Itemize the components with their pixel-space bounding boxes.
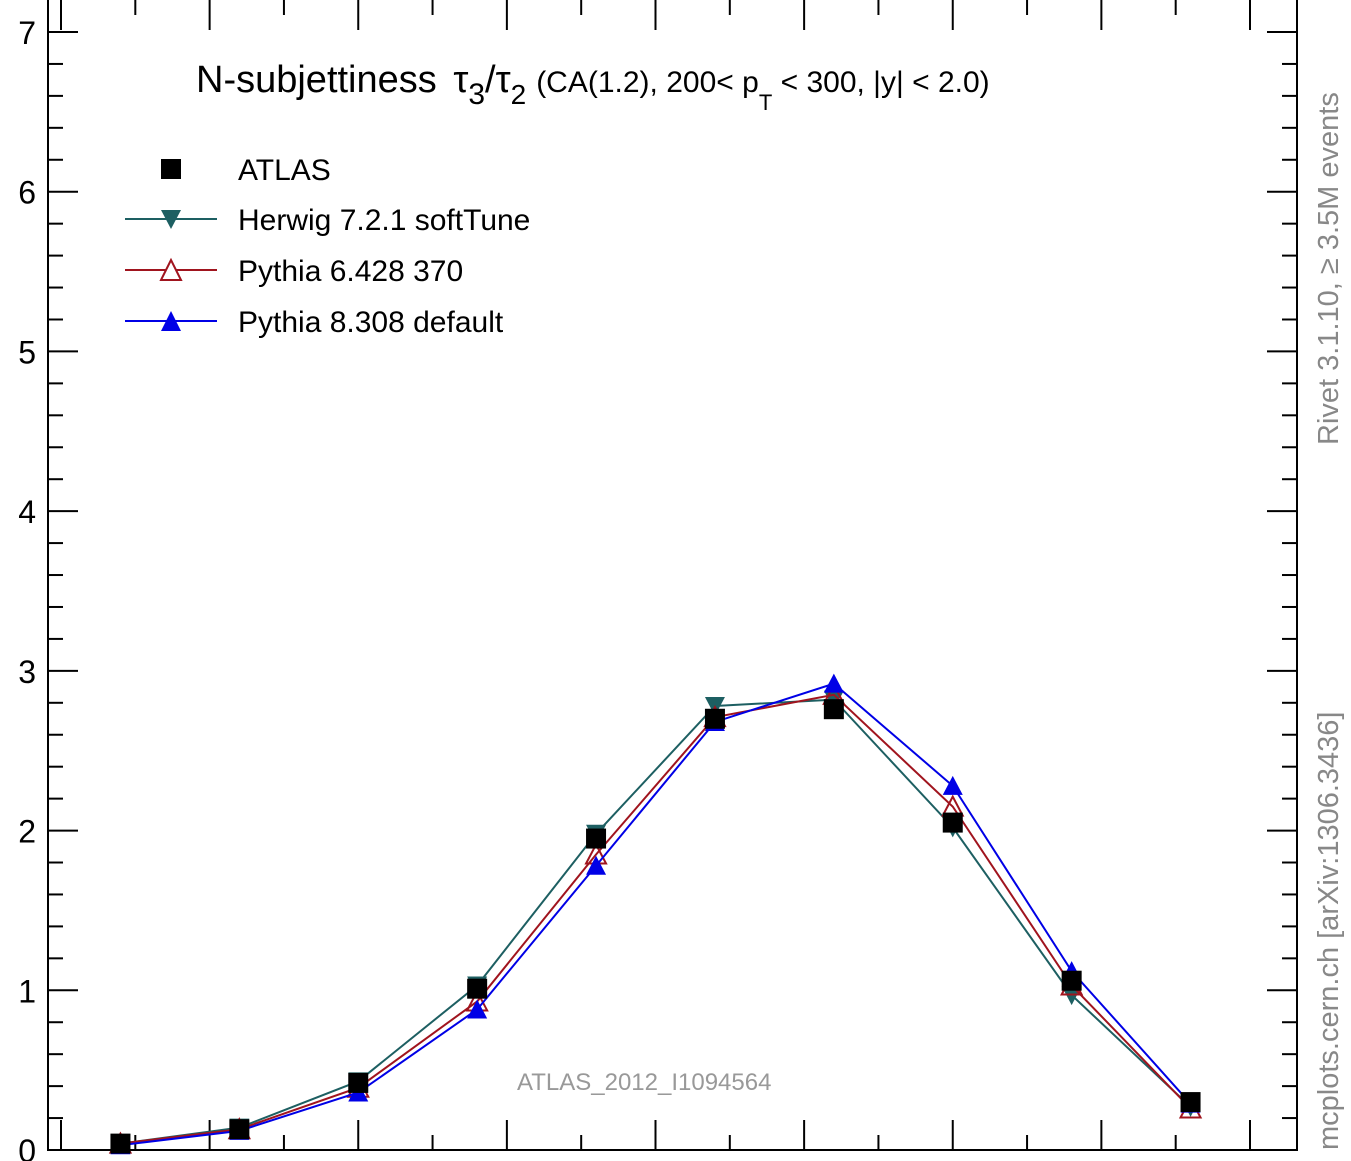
legend-label-pythia8: Pythia 8.308 default — [238, 306, 504, 339]
legend-label-atlas: ATLAS — [238, 154, 331, 187]
data-point — [229, 1119, 250, 1140]
data-point — [1061, 970, 1082, 991]
title-tau-b: τ — [496, 59, 511, 101]
data-point — [467, 999, 488, 1019]
title-sub-T: T — [759, 90, 772, 115]
data-point — [942, 812, 963, 833]
title-main: N-subjettiness — [196, 59, 437, 101]
title-slash: / — [485, 59, 496, 101]
plot-frame — [47, 0, 1298, 1151]
y-tick-label: 3 — [18, 654, 36, 690]
series-0 — [110, 699, 1201, 1154]
y-tick-label: 1 — [18, 973, 36, 1009]
legend-marker-herwig — [161, 210, 181, 229]
y-tick-label: 2 — [18, 814, 36, 850]
series-line — [120, 693, 1192, 1145]
series-line — [120, 698, 1192, 1145]
axes — [47, 0, 1298, 1151]
y-tick-label: 5 — [18, 334, 36, 370]
y-tick-label: 4 — [18, 494, 36, 530]
analysis-watermark: ATLAS_2012_I1094564 — [517, 1069, 771, 1096]
legend-marker-atlas — [161, 159, 181, 179]
y-tick-label: 0 — [18, 1133, 36, 1161]
y-tick-labels: 0 1 2 3 4 5 6 7 — [18, 15, 36, 1161]
title-sub-b: 2 — [511, 79, 527, 110]
data-point — [110, 1133, 131, 1154]
side-label-mcplots: mcplots.cern.ch [arXiv:1306.3436] — [1313, 712, 1345, 1150]
title-rest-1: (CA(1.2), 200< p — [536, 66, 759, 99]
y-tick-label: 7 — [18, 15, 36, 51]
side-label-rivet: Rivet 3.1.10, ≥ 3.5M events — [1313, 92, 1345, 445]
chart-title: N-subjettiness τ3/τ2 (CA(1.2), 200< pT < … — [196, 59, 990, 115]
legend-label-herwig: Herwig 7.2.1 softTune — [238, 204, 530, 237]
y-tick-label: 6 — [18, 175, 36, 211]
data-point — [942, 775, 963, 795]
data-point — [467, 978, 488, 999]
data-point — [823, 699, 844, 720]
data-point — [586, 855, 607, 875]
data-point — [348, 1072, 369, 1093]
title-rest-2: < 300, |y| < 2.0) — [772, 66, 989, 99]
data-point — [704, 708, 725, 729]
title-tau-a: τ — [453, 59, 468, 101]
legend-marker-pythia6 — [159, 257, 183, 281]
legend-label-pythia6: Pythia 6.428 370 — [238, 255, 463, 288]
title-sub-a: 3 — [468, 78, 485, 111]
series-line — [120, 682, 1192, 1147]
legend-marker-pythia8 — [161, 311, 181, 331]
legend: ATLAS Herwig 7.2.1 softTune Pythia 6.428… — [125, 154, 530, 339]
data-point — [1180, 1092, 1201, 1113]
series-layer — [108, 673, 1203, 1155]
data-point — [823, 673, 844, 693]
data-point — [586, 828, 607, 849]
